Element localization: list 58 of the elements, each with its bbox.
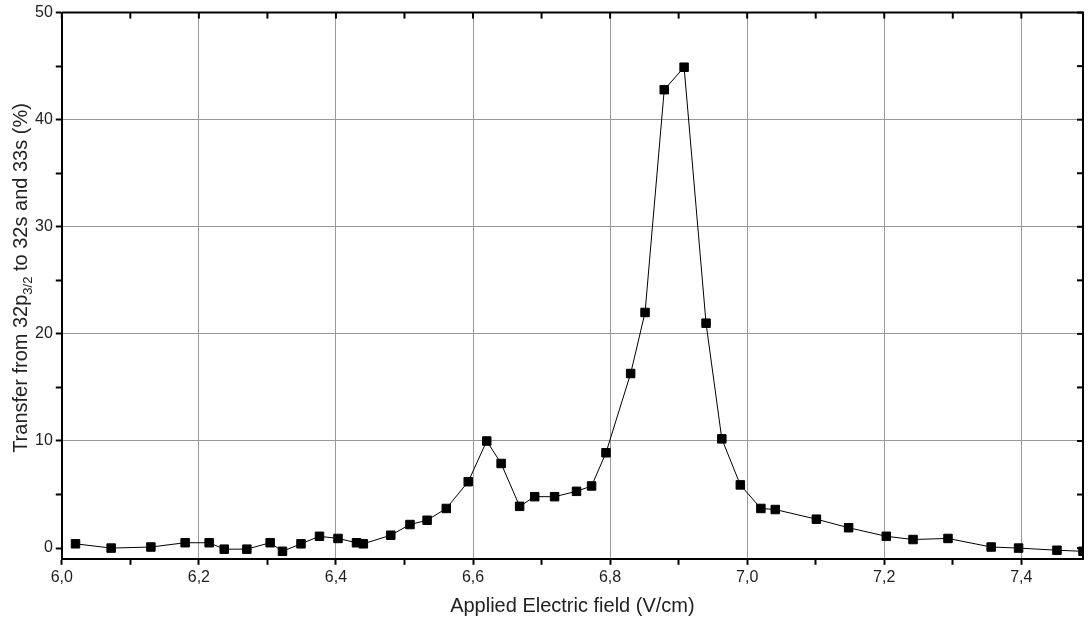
y-tick-label: 50: [35, 3, 53, 21]
point: [296, 539, 306, 549]
x-tick-label: 7,4: [1010, 567, 1033, 585]
y-tick-label: 10: [35, 431, 53, 449]
point: [146, 542, 156, 552]
point: [756, 503, 766, 514]
point: [549, 491, 560, 502]
point: [529, 491, 540, 502]
point: [219, 544, 229, 554]
y-tick-label: 30: [35, 217, 53, 235]
point: [843, 523, 854, 533]
point: [571, 486, 582, 497]
x-tick-label: 7,2: [873, 567, 896, 585]
point: [441, 503, 452, 514]
point: [943, 533, 953, 544]
x-tick-label: 7,0: [736, 567, 759, 585]
point: [908, 534, 918, 545]
point: [1013, 543, 1024, 553]
y-tick-label: 20: [35, 324, 53, 342]
point: [314, 531, 325, 542]
point: [386, 530, 396, 540]
point: [106, 543, 116, 553]
point: [514, 501, 525, 512]
x-tick-label: 6,6: [461, 567, 485, 585]
point: [586, 481, 597, 491]
point: [405, 519, 415, 530]
point: [277, 546, 288, 557]
point: [625, 368, 636, 379]
x-tick-label: 6,0: [50, 567, 74, 585]
point: [463, 476, 473, 487]
point: [358, 539, 369, 549]
point: [265, 537, 275, 548]
point: [679, 62, 689, 72]
y-tick-label: 40: [35, 110, 53, 128]
x-tick-label: 6,4: [324, 567, 348, 585]
point: [717, 434, 727, 444]
point: [986, 542, 996, 552]
x-tick-label: 6,8: [598, 567, 622, 585]
point: [481, 436, 492, 446]
point: [70, 539, 81, 549]
point: [180, 537, 190, 548]
x-axis-title: Applied Electric field (V/cm): [450, 593, 695, 616]
point: [333, 533, 343, 544]
point: [1052, 545, 1062, 555]
x-tick-label: 6,2: [187, 567, 211, 585]
point: [640, 307, 650, 318]
point: [735, 480, 746, 490]
point: [701, 318, 711, 328]
point: [204, 537, 214, 548]
point: [422, 515, 432, 525]
point: [601, 448, 611, 458]
y-tick-label: 0: [43, 538, 53, 556]
point: [811, 514, 822, 524]
point: [242, 544, 252, 554]
point: [770, 504, 781, 515]
point: [881, 531, 892, 542]
point: [496, 458, 506, 469]
point: [659, 84, 669, 95]
